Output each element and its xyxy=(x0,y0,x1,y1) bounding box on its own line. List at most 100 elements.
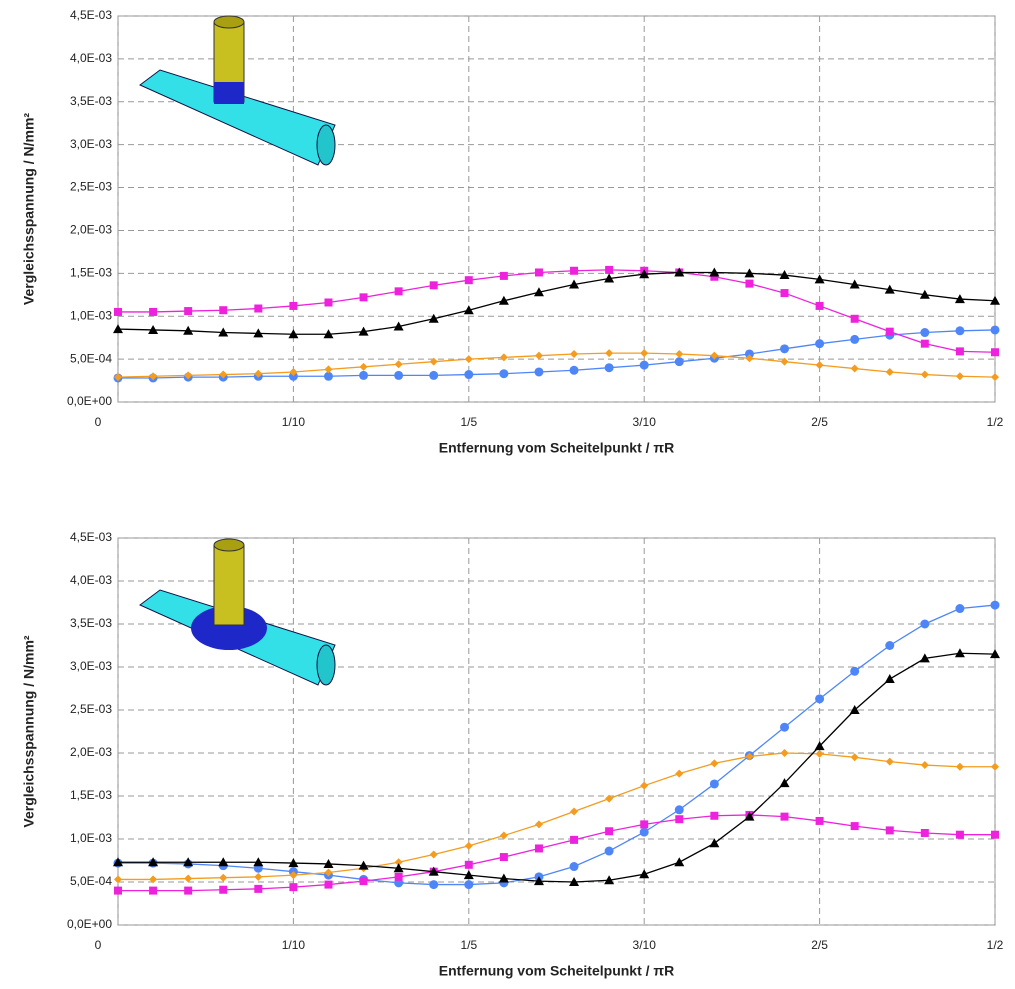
y-tick-label: 2,0E-03 xyxy=(70,745,112,759)
marker xyxy=(149,308,157,316)
marker xyxy=(535,268,543,276)
y-tick-label: 0,0E+00 xyxy=(67,917,112,931)
series-line xyxy=(118,753,995,879)
marker xyxy=(885,674,895,683)
marker xyxy=(395,287,403,295)
marker xyxy=(921,829,929,837)
marker xyxy=(219,874,227,882)
series-line xyxy=(118,270,995,352)
marker xyxy=(360,877,368,885)
marker xyxy=(570,350,578,358)
marker xyxy=(184,887,192,895)
marker xyxy=(254,885,262,893)
x-axis-label: Entfernung vom Scheitelpunkt / πR xyxy=(439,440,675,456)
y-tick-label: 3,5E-03 xyxy=(70,94,112,108)
marker xyxy=(149,887,157,895)
y-tick-label: 0,0E+00 xyxy=(67,394,112,408)
x-tick-label: 0 xyxy=(95,415,102,429)
marker xyxy=(570,836,578,844)
marker xyxy=(324,881,332,889)
marker xyxy=(395,360,403,368)
marker xyxy=(710,812,718,820)
marker xyxy=(710,779,719,788)
marker xyxy=(991,325,1000,334)
page: 0,0E+005,0E-041,0E-031,5E-032,0E-032,5E-… xyxy=(0,0,1015,989)
plot-area xyxy=(118,16,995,402)
x-tick-label: 1/5 xyxy=(460,938,477,952)
y-tick-label: 1,5E-03 xyxy=(70,788,112,802)
x-tick-label: 1/5 xyxy=(460,415,477,429)
marker xyxy=(956,763,964,771)
marker xyxy=(605,847,614,856)
marker xyxy=(991,373,999,381)
marker xyxy=(429,371,438,380)
x-tick-label: 1/10 xyxy=(282,938,306,952)
y-axis-label: Vergleichsspannung / N/mm² xyxy=(21,635,37,827)
y-tick-label: 3,0E-03 xyxy=(70,659,112,673)
marker xyxy=(289,302,297,310)
x-tick-label: 3/10 xyxy=(633,415,657,429)
marker xyxy=(781,749,789,757)
marker xyxy=(991,348,999,356)
marker xyxy=(324,365,332,373)
marker xyxy=(816,817,824,825)
marker xyxy=(920,328,929,337)
marker xyxy=(921,340,929,348)
marker xyxy=(956,347,964,355)
marker xyxy=(639,869,649,878)
marker xyxy=(570,366,579,375)
marker xyxy=(184,307,192,315)
marker xyxy=(114,308,122,316)
marker xyxy=(359,371,368,380)
marker xyxy=(605,349,613,357)
marker xyxy=(815,694,824,703)
marker xyxy=(570,862,579,871)
marker xyxy=(886,758,894,766)
y-tick-label: 1,0E-03 xyxy=(70,308,112,322)
marker xyxy=(886,328,894,336)
marker xyxy=(675,770,683,778)
x-tick-label: 3/10 xyxy=(633,938,657,952)
marker xyxy=(851,315,859,323)
marker xyxy=(675,805,684,814)
marker xyxy=(219,886,227,894)
marker xyxy=(254,305,262,313)
marker xyxy=(886,368,894,376)
marker xyxy=(781,813,789,821)
marker xyxy=(465,355,473,363)
y-axis-label: Vergleichsspannung / N/mm² xyxy=(21,113,37,305)
marker xyxy=(219,306,227,314)
marker xyxy=(289,883,297,891)
y-tick-label: 1,0E-03 xyxy=(70,831,112,845)
marker xyxy=(394,371,403,380)
marker xyxy=(640,349,648,357)
marker xyxy=(500,272,508,280)
marker xyxy=(605,266,613,274)
marker xyxy=(921,761,929,769)
x-tick-label: 1/2 xyxy=(987,938,1004,952)
marker xyxy=(535,352,543,360)
marker xyxy=(254,873,262,881)
marker xyxy=(464,370,473,379)
y-tick-label: 4,0E-03 xyxy=(70,573,112,587)
marker xyxy=(850,335,859,344)
marker xyxy=(955,326,964,335)
marker xyxy=(464,880,473,889)
marker xyxy=(360,293,368,301)
marker xyxy=(640,820,648,828)
marker xyxy=(360,363,368,371)
marker xyxy=(851,822,859,830)
x-tick-label: 1/2 xyxy=(987,415,1004,429)
marker xyxy=(535,820,543,828)
marker xyxy=(430,281,438,289)
chart-figure: 0,0E+005,0E-041,0E-031,5E-032,0E-032,5E-… xyxy=(0,0,1015,989)
marker xyxy=(570,807,578,815)
marker xyxy=(745,280,753,288)
marker xyxy=(816,361,824,369)
marker xyxy=(500,832,508,840)
marker xyxy=(851,365,859,373)
marker xyxy=(780,344,789,353)
y-tick-label: 3,5E-03 xyxy=(70,616,112,630)
marker xyxy=(991,831,999,839)
marker xyxy=(429,880,438,889)
